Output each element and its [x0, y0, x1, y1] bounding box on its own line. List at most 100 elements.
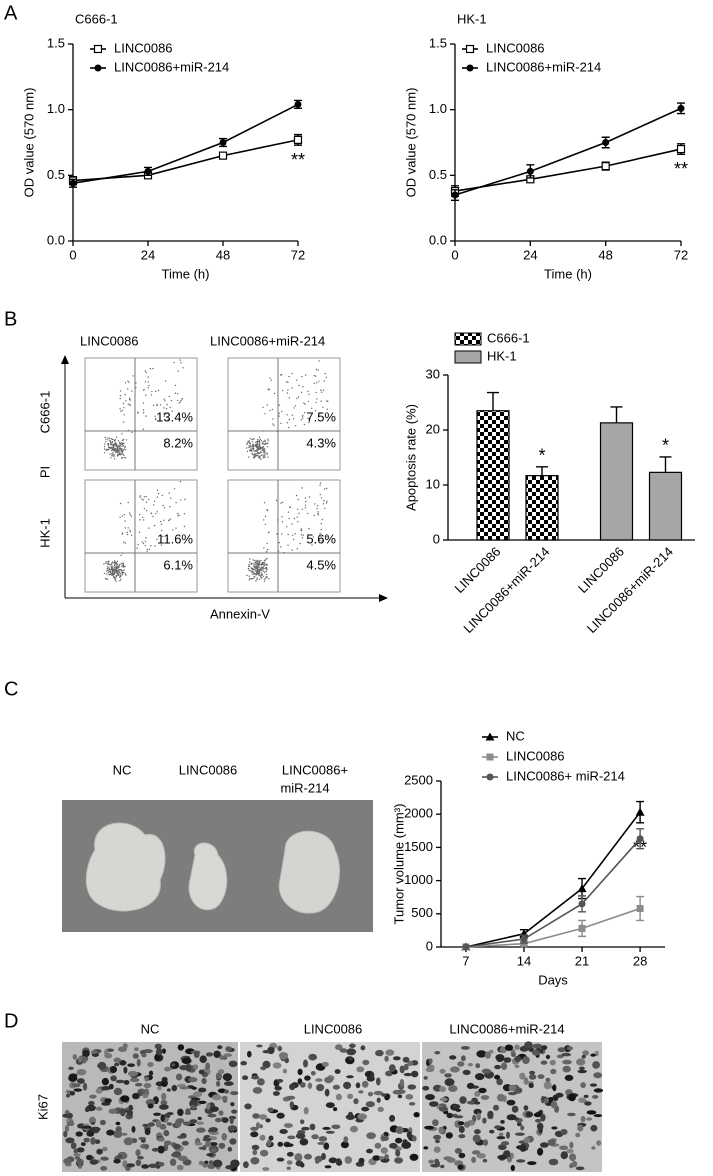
event-dot — [314, 410, 317, 412]
event-dot — [291, 372, 293, 375]
event-dot — [151, 390, 153, 393]
cell-nucleus — [303, 1107, 309, 1115]
cell-nucleus — [406, 1131, 412, 1139]
cell-nucleus — [221, 1117, 229, 1123]
series-line — [465, 811, 641, 948]
event-dot — [281, 516, 283, 518]
event-dot — [313, 514, 315, 517]
event-dot — [264, 413, 266, 415]
event-dot — [250, 446, 252, 448]
cell-nucleus — [494, 1064, 501, 1070]
event-dot — [148, 527, 150, 529]
event-dot — [121, 571, 123, 573]
cell-nucleus — [540, 1060, 548, 1065]
cell-nucleus — [434, 1051, 441, 1055]
event-dot — [252, 562, 254, 564]
cell-nucleus — [260, 1066, 267, 1071]
cell-nucleus — [198, 1087, 207, 1093]
cell-nucleus — [65, 1137, 75, 1144]
event-dot — [123, 442, 125, 444]
event-dot — [105, 578, 107, 580]
event-dot — [278, 404, 281, 406]
cell-nucleus — [321, 1152, 326, 1161]
cell-nucleus — [183, 1121, 191, 1126]
panel-label: C — [4, 678, 18, 700]
cell-nucleus — [297, 1068, 303, 1076]
tumor — [278, 830, 340, 914]
event-dot — [247, 565, 250, 567]
event-dot — [123, 407, 125, 409]
event-dot — [318, 380, 320, 382]
cell-nucleus — [547, 1139, 556, 1146]
cell-nucleus — [86, 1154, 93, 1161]
event-dot — [117, 447, 119, 449]
cell-nucleus — [100, 1166, 108, 1171]
cell-nucleus — [223, 1053, 233, 1057]
event-dot — [108, 560, 110, 562]
cell-nucleus — [221, 1095, 228, 1101]
event-dot — [319, 412, 321, 414]
cell-nucleus — [101, 1086, 111, 1091]
cell-nucleus — [163, 1129, 170, 1137]
event-dot — [105, 449, 107, 451]
cell-nucleus — [476, 1153, 486, 1159]
event-dot — [320, 522, 322, 525]
cell-nucleus — [222, 1073, 232, 1082]
event-dot — [269, 409, 271, 412]
event-dot — [314, 541, 317, 544]
cell-nucleus — [476, 1050, 487, 1058]
event-dot — [321, 518, 324, 521]
event-dot — [116, 572, 118, 574]
cell-nucleus — [500, 1120, 505, 1124]
event-dot — [321, 540, 323, 542]
cell-nucleus — [213, 1050, 221, 1059]
cell-nucleus — [106, 1129, 115, 1136]
marker — [676, 144, 686, 154]
event-dot — [326, 408, 328, 410]
event-dot — [122, 421, 125, 423]
cell-nucleus — [503, 1057, 512, 1063]
event-dot — [113, 570, 116, 572]
cell-nucleus — [429, 1101, 439, 1107]
cell-nucleus — [66, 1093, 71, 1098]
event-dot — [318, 360, 320, 362]
x-tick-label: 0 — [69, 247, 76, 262]
cell-nucleus — [593, 1088, 604, 1093]
cell-nucleus — [537, 1074, 545, 1079]
event-dot — [326, 536, 328, 538]
cell-nucleus — [446, 1112, 453, 1119]
cell-nucleus — [282, 1068, 288, 1074]
event-dot — [177, 370, 179, 372]
cell-nucleus — [198, 1100, 207, 1104]
event-dot — [265, 563, 267, 565]
cell-nucleus — [506, 1114, 517, 1121]
cell-nucleus — [346, 1075, 354, 1079]
cell-nucleus — [160, 1099, 168, 1106]
event-dot — [261, 567, 264, 570]
event-dot — [123, 572, 125, 574]
cell-nucleus — [127, 1109, 133, 1116]
cell-nucleus — [310, 1071, 316, 1076]
event-dot — [248, 561, 251, 563]
cell-nucleus — [425, 1094, 435, 1101]
cell-nucleus — [474, 1129, 481, 1135]
cell-nucleus — [328, 1157, 338, 1164]
cell-nucleus — [148, 1070, 154, 1076]
event-dot — [252, 438, 254, 440]
event-dot — [143, 508, 146, 510]
cell-nucleus — [482, 1117, 487, 1124]
cell-nucleus — [590, 1053, 596, 1057]
cell-nucleus — [95, 1106, 103, 1111]
cell-nucleus — [68, 1074, 78, 1082]
cell-nucleus — [376, 1097, 381, 1103]
x-tick-label: 14 — [517, 953, 531, 968]
event-dot — [171, 410, 173, 412]
event-dot — [264, 571, 266, 574]
flow-row-label: C666-1 — [37, 391, 52, 434]
event-dot — [153, 524, 156, 527]
event-dot — [160, 544, 162, 546]
cell-nucleus — [121, 1132, 128, 1136]
event-dot — [114, 439, 117, 441]
cell-nucleus — [211, 1094, 222, 1101]
y-axis-label: Tumor volume (mm³) — [391, 804, 406, 925]
